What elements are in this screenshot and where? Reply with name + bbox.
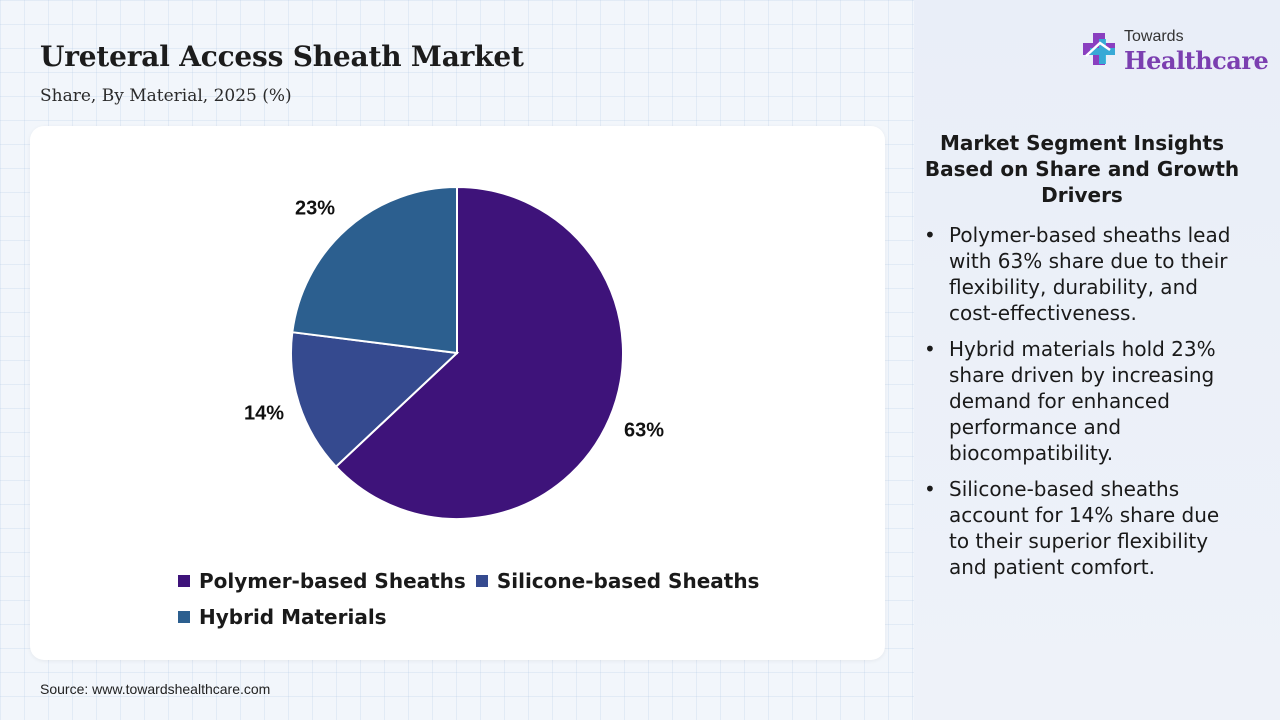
legend-row: Hybrid Materials <box>178 599 778 635</box>
chart-legend: Polymer-based Sheaths Silicone-based She… <box>178 563 778 635</box>
insight-item: • Silicone-based sheaths account for 14%… <box>922 476 1242 580</box>
bullet-icon: • <box>924 337 936 361</box>
insights-list: • Polymer-based sheaths lead with 63% sh… <box>922 222 1242 590</box>
pie-slice-polymer <box>334 185 624 520</box>
insight-item: • Polymer-based sheaths lead with 63% sh… <box>922 222 1242 326</box>
insight-item: • Hybrid materials hold 23% share driven… <box>922 336 1242 466</box>
insight-text: Hybrid materials hold 23% share driven b… <box>949 337 1216 465</box>
brand-logo: Towards Healthcare <box>1080 28 1269 78</box>
legend-swatch-hybrid <box>178 611 190 623</box>
legend-label-silicone: Silicone-based Sheaths <box>496 569 760 593</box>
data-label-hybrid: 23% <box>295 197 335 219</box>
legend-label-polymer: Polymer-based Sheaths <box>199 569 466 593</box>
source-note: Source: www.towardshealthcare.com <box>40 681 271 697</box>
bullet-icon: • <box>924 223 936 247</box>
legend-item-silicone: Silicone-based Sheaths <box>475 569 760 593</box>
legend-label-hybrid: Hybrid Materials <box>199 605 387 629</box>
data-label-polymer: 63% <box>624 419 664 441</box>
legend-swatch-silicone <box>475 575 488 587</box>
legend-item-polymer: Polymer-based Sheaths <box>178 569 466 593</box>
insights-panel-background <box>914 0 1280 720</box>
logo-text-healthcare: Healthcare <box>1124 46 1269 75</box>
logo-text-towards: Towards <box>1124 28 1184 45</box>
pie-slice-silicone <box>290 331 460 469</box>
insights-title: Market Segment Insights Based on Share a… <box>924 131 1240 207</box>
legend-item-hybrid: Hybrid Materials <box>178 605 387 629</box>
cross-plus-icon <box>1083 33 1115 65</box>
pie-slice-hybrid <box>291 185 458 355</box>
pie-chart: 63% 14% 23% <box>244 185 664 520</box>
insight-text: Silicone-based sheaths account for 14% s… <box>949 477 1220 579</box>
bullet-icon: • <box>924 477 936 501</box>
legend-swatch-polymer <box>178 575 190 587</box>
chart-title: Ureteral Access Sheath Market <box>40 40 524 73</box>
data-label-silicone: 14% <box>244 402 284 424</box>
chart-subtitle: Share, By Material, 2025 (%) <box>40 86 292 106</box>
legend-row: Polymer-based Sheaths Silicone-based She… <box>178 563 778 599</box>
insight-text: Polymer-based sheaths lead with 63% shar… <box>949 223 1231 325</box>
